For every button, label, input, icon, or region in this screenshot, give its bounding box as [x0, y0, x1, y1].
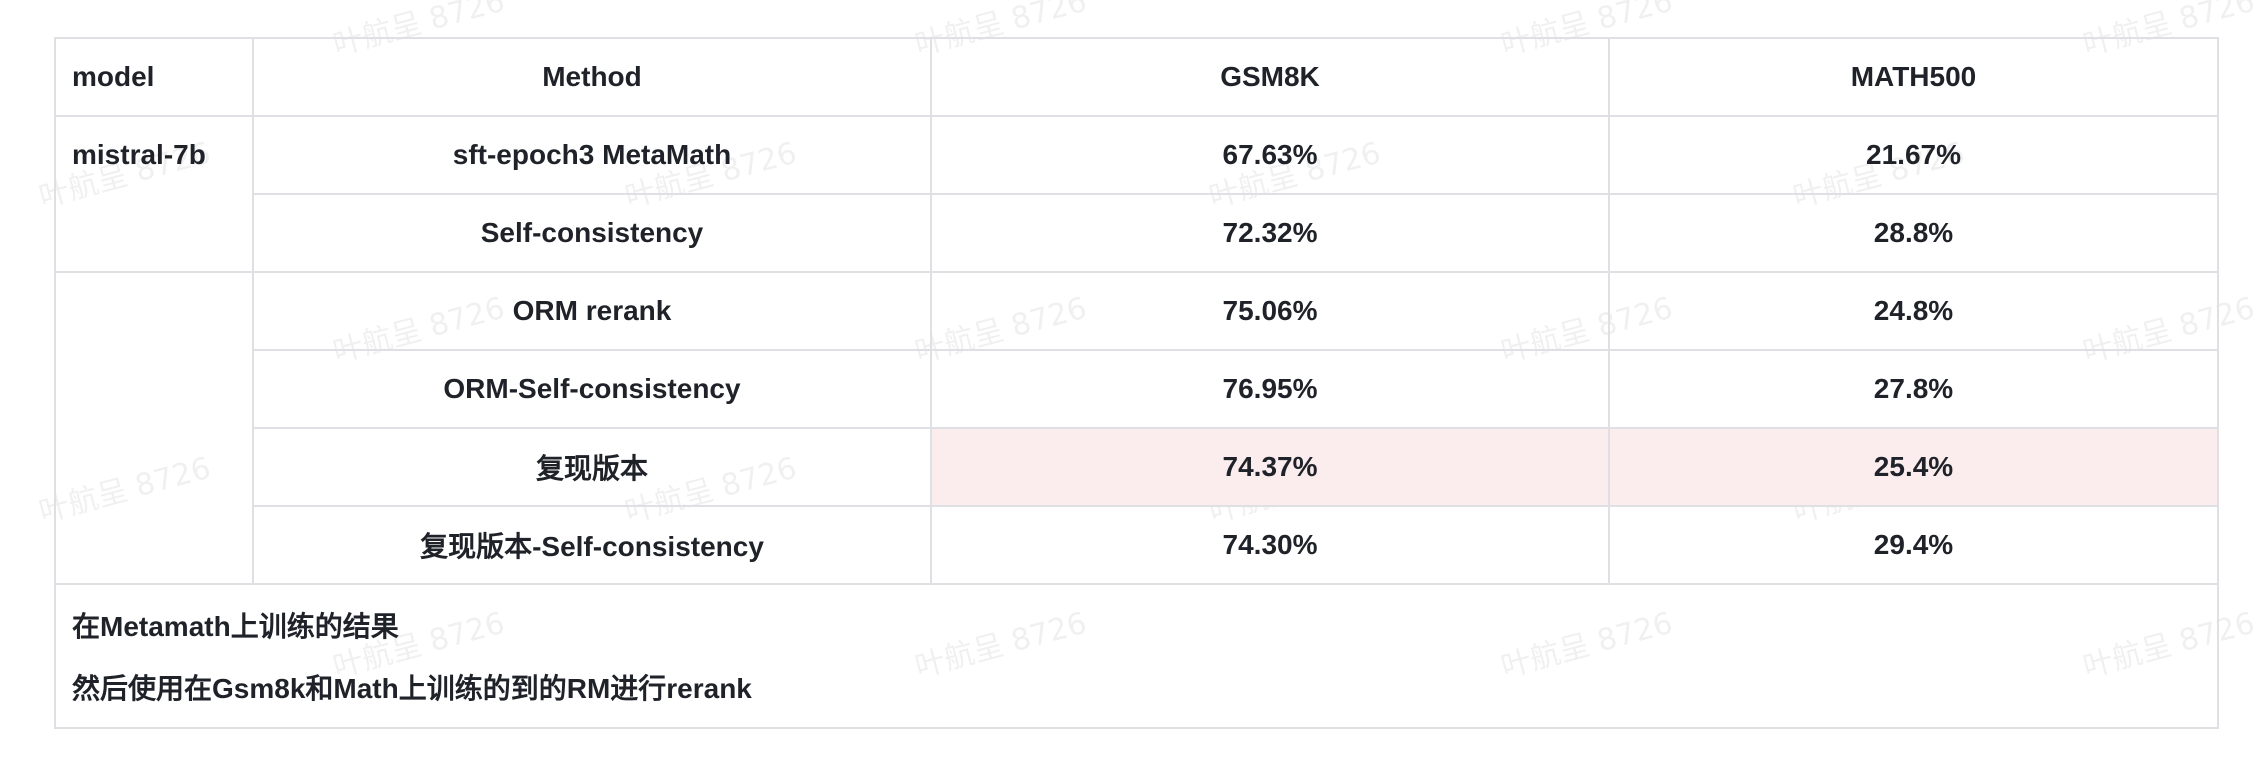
gsm8k-cell-highlighted: 74.37% — [930, 427, 1610, 507]
table-row: 复现版本 74.37% 25.4% — [55, 427, 2219, 507]
method-cell: 复现版本 — [252, 427, 932, 507]
notes-cell: 在Metamath上训练的结果 然后使用在Gsm8k和Math上训练的到的RM进… — [54, 583, 2219, 729]
note-line: 在Metamath上训练的结果 — [72, 611, 399, 642]
table-row: Self-consistency 72.32% 28.8% — [55, 193, 2219, 273]
table-row: mistral-7b sft-epoch3 MetaMath 67.63% 21… — [54, 115, 2219, 273]
results-table: model Method GSM8K MATH500 mistral-7b sf… — [54, 37, 2219, 729]
method-cell: 复现版本-Self-consistency — [252, 505, 932, 585]
math500-cell: 21.67% — [1608, 115, 2219, 195]
method-cell: Self-consistency — [252, 193, 932, 273]
method-cell: sft-epoch3 MetaMath — [252, 115, 932, 195]
table-row: ORM rerank 75.06% 24.8% — [54, 271, 2219, 585]
math500-cell: 24.8% — [1608, 271, 2219, 351]
gsm8k-cell: 75.06% — [930, 271, 1610, 351]
gsm8k-cell: 74.30% — [930, 505, 1610, 585]
header-method: Method — [252, 37, 932, 117]
header-math500: MATH500 — [1608, 37, 2219, 117]
gsm8k-cell: 67.63% — [930, 115, 1610, 195]
math500-cell-highlighted: 25.4% — [1608, 427, 2219, 507]
notes-row: 在Metamath上训练的结果 然后使用在Gsm8k和Math上训练的到的RM进… — [54, 583, 2219, 729]
table-row: ORM-Self-consistency 76.95% 27.8% — [55, 349, 2219, 429]
header-row: model Method GSM8K MATH500 — [54, 37, 2219, 117]
method-cell: ORM-Self-consistency — [252, 349, 932, 429]
gsm8k-cell: 76.95% — [930, 349, 1610, 429]
table-row: 复现版本-Self-consistency 74.30% 29.4% — [55, 505, 2219, 585]
note-line: 然后使用在Gsm8k和Math上训练的到的RM进行rerank — [72, 673, 752, 704]
header-gsm8k: GSM8K — [930, 37, 1610, 117]
gsm8k-cell: 72.32% — [930, 193, 1610, 273]
math500-cell: 29.4% — [1608, 505, 2219, 585]
empty-model-cell — [54, 271, 254, 585]
math500-cell: 27.8% — [1608, 349, 2219, 429]
header-model: model — [54, 37, 254, 117]
method-cell: ORM rerank — [252, 271, 932, 351]
model-cell: mistral-7b — [54, 115, 254, 273]
math500-cell: 28.8% — [1608, 193, 2219, 273]
